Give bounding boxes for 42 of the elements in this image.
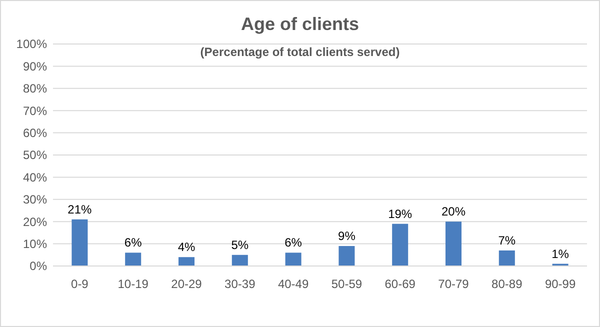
y-tick-label: 30% xyxy=(22,192,48,207)
bar xyxy=(232,254,248,266)
bar xyxy=(125,252,142,266)
chart-title: Age of clients xyxy=(240,14,360,34)
y-tick-label: 60% xyxy=(22,126,48,140)
x-tick-label: 50-59 xyxy=(331,277,362,291)
data-label: 6% xyxy=(284,236,302,250)
bar xyxy=(285,252,302,266)
data-label: 21% xyxy=(68,202,92,216)
bar xyxy=(445,222,462,266)
y-tick-label: 90% xyxy=(22,59,48,74)
y-tick-label: 70% xyxy=(22,104,48,118)
y-tick-label: 20% xyxy=(22,214,48,229)
bar xyxy=(72,219,88,266)
y-tick-label: 100% xyxy=(16,37,48,52)
x-tick-label: 40-49 xyxy=(278,277,309,291)
y-tick-label: 50% xyxy=(22,148,48,162)
y-tick-label: 40% xyxy=(22,170,48,184)
x-tick-label: 70-79 xyxy=(438,277,470,291)
x-tick-label: 10-19 xyxy=(118,277,149,291)
data-label: 1% xyxy=(552,246,570,261)
x-tick-label: 20-29 xyxy=(171,277,202,291)
y-tick-label: 10% xyxy=(22,237,48,251)
bar xyxy=(338,246,355,266)
data-label: 5% xyxy=(231,238,249,252)
bar xyxy=(498,250,515,266)
chart-subtitle: (Percentage of total clients served) xyxy=(200,45,400,59)
data-label: 19% xyxy=(388,206,412,221)
x-tick-label: 60-69 xyxy=(384,277,416,291)
y-tick-label: 0% xyxy=(30,259,48,274)
bar xyxy=(178,257,195,266)
bar xyxy=(392,224,408,266)
y-tick-label: 80% xyxy=(22,82,48,96)
x-tick-label: 80-89 xyxy=(492,277,523,291)
data-label: 20% xyxy=(441,204,466,219)
data-label: 9% xyxy=(338,229,356,244)
data-label: 7% xyxy=(498,233,516,248)
x-tick-label: 0-9 xyxy=(71,277,89,291)
data-label: 6% xyxy=(124,236,142,250)
x-tick-label: 90-99 xyxy=(544,277,576,291)
data-label: 4% xyxy=(178,240,196,254)
x-tick-label: 30-39 xyxy=(224,277,256,291)
